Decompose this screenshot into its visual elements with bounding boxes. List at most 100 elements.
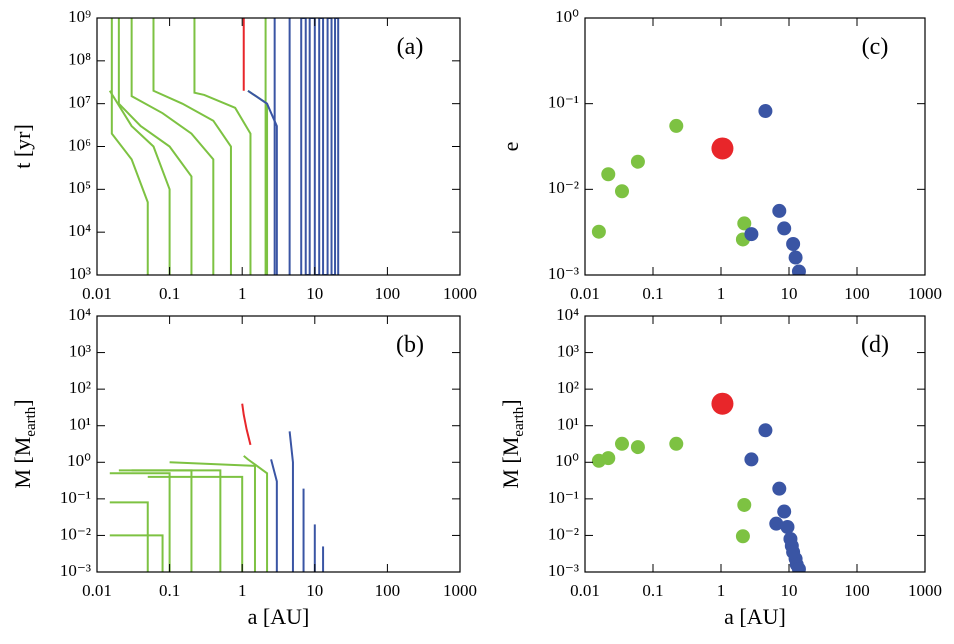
track <box>247 89 278 275</box>
y-tick-label: 10³ <box>557 341 579 360</box>
x-tick-label: 0.1 <box>159 284 180 303</box>
y-axis-label: M [Mearth] <box>10 399 39 488</box>
x-tick-label: 1000 <box>443 284 477 303</box>
panel: 0.01 0.1 1 10 100 1000 10³ 10⁴ 10⁵ 10⁶ 10⁷ 10⁸ 10⁹ (a… <box>10 7 477 303</box>
planet <box>788 250 803 265</box>
y-axis-label: t [yr] <box>10 124 35 169</box>
y-tick-label: 10⁴ <box>556 305 579 324</box>
x-tick-label: 0.1 <box>159 581 180 600</box>
planet <box>669 118 684 133</box>
y-axis-label-part: t [yr] <box>10 124 35 169</box>
x-tick-label: 1 <box>238 581 247 600</box>
track <box>270 459 278 572</box>
track <box>288 431 294 572</box>
plot-frame <box>584 315 926 573</box>
y-tick-label: 10² <box>69 378 91 397</box>
y-tick-label: 10⁰ <box>67 451 91 470</box>
track <box>193 18 252 275</box>
track <box>147 475 244 572</box>
x-tick-label: 10 <box>306 284 323 303</box>
planet <box>735 529 750 544</box>
y-tick-label: 10⁻³ <box>548 264 579 283</box>
y-tick-label: 10¹ <box>69 415 91 434</box>
y-axis-label-part: earth <box>23 406 39 436</box>
y-tick-label: 10⁻² <box>548 178 579 197</box>
x-axis-label: a [AU] <box>724 604 786 629</box>
y-axis-label-part: ] <box>10 399 35 406</box>
planet <box>614 436 629 451</box>
track <box>110 18 149 275</box>
y-axis-label-part: M [M <box>498 437 523 489</box>
x-tick-label: 1000 <box>443 581 477 600</box>
y-tick-label: 10⁴ <box>68 305 91 324</box>
x-tick-label: 10 <box>306 581 323 600</box>
y-tick-label: 10³ <box>69 264 91 283</box>
y-axis-label-part: earth <box>511 406 527 436</box>
track <box>118 469 193 572</box>
planet <box>737 216 752 231</box>
planet <box>630 154 645 169</box>
planet <box>758 104 773 119</box>
planet <box>769 516 784 531</box>
x-tick-label: 100 <box>844 284 870 303</box>
x-tick-label: 1 <box>717 581 726 600</box>
x-tick-label: 0.01 <box>82 284 112 303</box>
planet <box>791 562 806 572</box>
track <box>117 18 193 275</box>
track <box>108 90 171 275</box>
y-axis-label-part: ] <box>498 399 523 406</box>
planet <box>744 227 759 242</box>
y-tick-label: 10⁻² <box>60 524 91 543</box>
track <box>109 472 171 572</box>
track <box>109 534 164 572</box>
plot-frame <box>584 17 926 276</box>
y-tick-label: 10⁻³ <box>548 561 579 580</box>
x-tick-label: 100 <box>844 581 870 600</box>
planet <box>780 520 795 535</box>
planet <box>591 224 606 239</box>
x-tick-label: 1 <box>238 284 247 303</box>
y-tick-label: 10⁻³ <box>60 561 91 580</box>
x-tick-label: 0.01 <box>570 284 600 303</box>
track <box>243 455 269 572</box>
planet <box>786 237 801 252</box>
x-tick-label: 0.01 <box>82 581 112 600</box>
panel-label: (b) <box>396 332 424 358</box>
y-tick-label: 10⁻¹ <box>548 488 579 507</box>
y-axis-label-part: e <box>498 142 523 152</box>
y-tick-label: 10⁻¹ <box>60 488 91 507</box>
x-tick-label: 10 <box>781 284 798 303</box>
y-axis-label: e <box>498 142 523 152</box>
y-tick-label: 10⁻² <box>548 524 579 543</box>
x-tick-label: 100 <box>375 581 401 600</box>
panel-label: (a) <box>397 34 424 60</box>
y-tick-label: 10⁰ <box>555 7 579 26</box>
y-axis-label-part: M [M <box>10 437 35 489</box>
planet <box>630 440 645 455</box>
panel: 0.01 0.1 1 10 100 1000 10⁻³ 10⁻² 10⁻¹ 10⁰ 10¹ 10² 10… <box>498 305 942 629</box>
plot-area <box>591 104 806 275</box>
panel: 0.01 0.1 1 10 100 1000 10⁻³ 10⁻² 10⁻¹ 10⁰ 10¹ 10² 10… <box>10 305 477 629</box>
planet <box>777 221 792 236</box>
x-tick-label: 1 <box>717 284 726 303</box>
plot-area <box>108 18 340 275</box>
x-tick-label: 100 <box>375 284 401 303</box>
y-tick-label: 10¹ <box>557 415 579 434</box>
planet <box>772 203 787 218</box>
x-tick-label: 1000 <box>908 284 942 303</box>
planet <box>777 504 792 519</box>
plot-frame <box>96 315 461 573</box>
panel: 0.01 0.1 1 10 100 1000 10⁻³ 10⁻² 10⁻¹ 10⁰ (c) e <box>498 7 942 303</box>
planet <box>669 436 684 451</box>
plot-area <box>591 392 806 572</box>
y-tick-label: 10⁸ <box>68 50 91 69</box>
y-tick-label: 10⁷ <box>68 93 91 112</box>
planet <box>614 184 629 199</box>
planet <box>791 264 806 275</box>
track <box>241 403 252 446</box>
panel-label: (d) <box>861 332 889 358</box>
planet <box>601 451 616 466</box>
x-tick-label: 0.01 <box>570 581 600 600</box>
x-tick-label: 1000 <box>908 581 942 600</box>
x-axis-label: a [AU] <box>248 604 310 629</box>
